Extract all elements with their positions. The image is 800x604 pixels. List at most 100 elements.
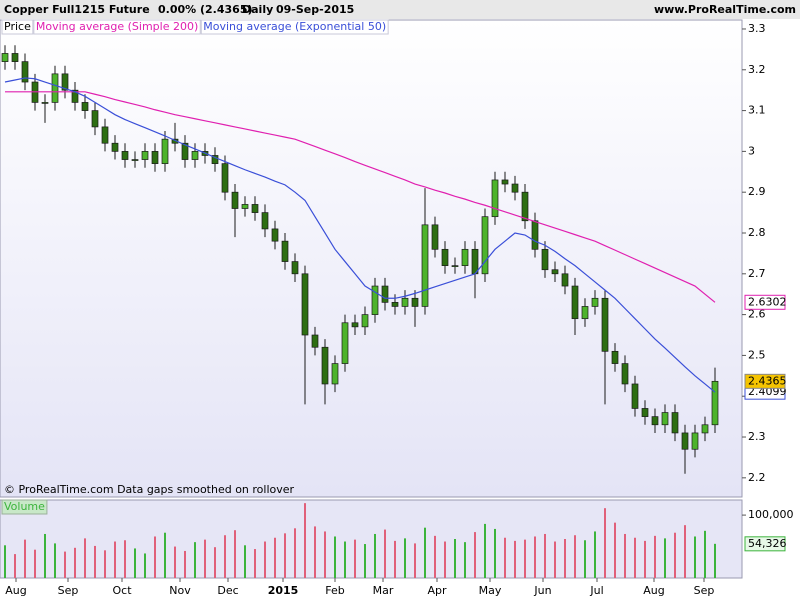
y-tick-label: 3.3	[748, 22, 766, 35]
candle-body	[161, 138, 169, 164]
volume-bar	[184, 550, 186, 578]
volume-bar	[134, 548, 136, 578]
volume-bar	[494, 528, 496, 578]
volume-bar	[334, 536, 336, 578]
volume-bar	[24, 539, 26, 578]
candle-body	[411, 297, 419, 307]
volume-bar	[574, 535, 576, 578]
volume-bar	[84, 538, 86, 578]
candle-body	[671, 412, 679, 434]
candle-body	[331, 363, 339, 385]
candle-body	[561, 273, 569, 287]
volume-bar	[554, 541, 556, 578]
volume-bar	[434, 535, 436, 578]
x-tick-label: Jun	[533, 584, 551, 597]
volume-bar	[634, 537, 636, 578]
candle-body	[451, 265, 459, 267]
volume-bar	[34, 549, 36, 578]
candle-body	[631, 383, 639, 409]
x-tick-label: Aug	[5, 584, 26, 597]
candle-body	[111, 142, 119, 152]
x-tick-label: Jul	[589, 584, 603, 597]
candle-body	[601, 297, 609, 352]
volume-bar	[714, 543, 716, 578]
volume-bar	[174, 546, 176, 578]
candle-body	[651, 416, 659, 426]
candle-body	[551, 269, 559, 275]
candle-body	[581, 306, 589, 320]
y-tick-label: 3.1	[748, 104, 766, 117]
volume-bar	[194, 542, 196, 578]
volume-bar	[44, 533, 46, 578]
candle-body	[151, 151, 159, 164]
candle-body	[131, 159, 139, 161]
candle-body	[191, 151, 199, 160]
date: 09-Sep-2015	[276, 3, 354, 16]
candle-body	[341, 322, 349, 364]
volume-bar	[144, 553, 146, 578]
x-tick-label: Apr	[427, 584, 447, 597]
x-tick-label: Dec	[217, 584, 238, 597]
x-tick-label: Aug	[643, 584, 664, 597]
candle-body	[691, 432, 699, 450]
volume-bar	[114, 541, 116, 578]
candle-body	[351, 322, 359, 328]
volume-bar	[534, 536, 536, 578]
legend: Price Moving average (Simple 200) Moving a…	[1, 19, 389, 35]
legend-box	[1, 499, 48, 515]
candle-body	[91, 110, 99, 128]
candle-body	[471, 248, 479, 275]
y-tick-label: 2.8	[748, 226, 766, 239]
footer-note: © ProRealTime.com Data gaps smoothed on …	[4, 483, 295, 496]
y-tick-label: 2.2	[748, 471, 766, 484]
candle-body	[681, 432, 689, 450]
volume-bar	[594, 531, 596, 578]
candle-body	[701, 424, 709, 434]
volume-bar	[444, 541, 446, 578]
candle-body	[141, 151, 149, 160]
legend-entry: Moving average (Exponential 50)	[203, 20, 386, 33]
volume-panel	[0, 499, 743, 579]
price-panel	[0, 19, 743, 498]
x-tick-label: May	[479, 584, 502, 597]
volume-bar	[424, 527, 426, 578]
volume-bar	[64, 551, 66, 578]
volume-bar	[354, 539, 356, 578]
y-tick-label: 2.9	[748, 185, 766, 198]
volume-bar	[304, 503, 306, 578]
y-tick-label: 2.6	[748, 308, 766, 321]
volume-bar	[404, 538, 406, 578]
candle-body	[241, 204, 249, 209]
y-tick-label: 2.5	[748, 348, 766, 361]
volume-bar	[504, 537, 506, 578]
change: 0.00% (2.4365)	[158, 3, 253, 16]
last-value-label: 2.4365	[748, 374, 787, 387]
volume-bar	[234, 530, 236, 578]
candle-body	[61, 73, 69, 91]
volume-bar	[4, 545, 6, 578]
candle-body	[231, 191, 239, 209]
last-value-tag	[744, 536, 786, 552]
x-tick-label: Mar	[373, 584, 394, 597]
candle-body	[421, 224, 429, 307]
volume-bar	[664, 538, 666, 578]
volume-bar	[684, 525, 686, 578]
volume-bar	[654, 535, 656, 578]
period: Daily	[242, 3, 273, 16]
volume-bar	[154, 536, 156, 578]
candle-body	[121, 151, 129, 160]
volume-bar	[464, 542, 466, 578]
x-tick-label: Sep	[694, 584, 715, 597]
x-tick-label: Oct	[112, 584, 132, 597]
candle-body	[481, 216, 489, 275]
volume-bar	[14, 554, 16, 578]
volume-bar	[604, 508, 606, 578]
volume-bar	[544, 533, 546, 578]
legend-box	[33, 19, 201, 35]
candle-body	[501, 179, 509, 185]
volume-bar	[704, 530, 706, 578]
candle-body	[281, 240, 289, 262]
candle-body	[571, 285, 579, 320]
volume-bar	[624, 533, 626, 578]
